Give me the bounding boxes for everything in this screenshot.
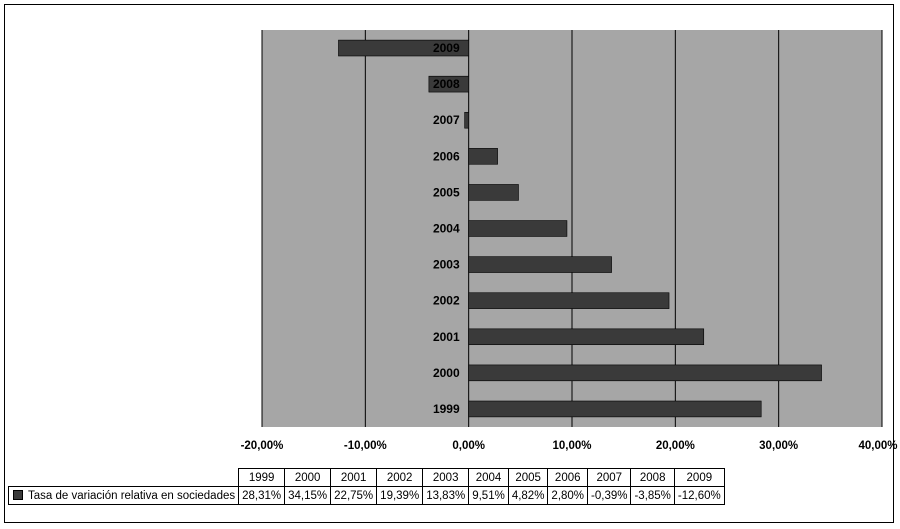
- x-axis-tick-labels: -20,00% -10,00% 0,00% 10,00% 20,00% 30,00% 40,…: [241, 440, 898, 452]
- table-year-cell: 2006: [547, 468, 589, 487]
- table-year-cell: 2008: [630, 468, 675, 487]
- bar-2001: [468, 328, 705, 346]
- table-value-cell: -3,85%: [630, 486, 675, 505]
- legend-key: [13, 489, 23, 500]
- table-year-cell: 2003: [422, 468, 470, 487]
- bar-2005: [468, 184, 519, 201]
- category-label: 2006: [433, 149, 460, 163]
- category-label: 2009: [433, 41, 460, 55]
- table-value-cell: -0,39%: [587, 486, 632, 505]
- table-value-cell: -12,60%: [673, 486, 725, 505]
- category-label: 2004: [433, 222, 460, 236]
- table-value-cell: 13,83%: [422, 486, 470, 505]
- category-labels: 1999 2000 2001 2002 2003 2004 2005 2006 2007 2008…: [433, 41, 460, 416]
- table-value-cell: 2,80%: [547, 486, 589, 505]
- table-value-cell: 34,15%: [284, 486, 332, 505]
- table-value-cell: 19,39%: [376, 486, 424, 505]
- bar-2009: [338, 39, 469, 57]
- bar-2000: [468, 364, 822, 382]
- data-table: 1999 2000 2001 2002 2003 2004 2005 2006 2007 2008…: [7, 468, 725, 505]
- x-tick-label: -20,00%: [241, 440, 284, 452]
- bar-2007: [464, 111, 469, 129]
- table-value-cell: 4,82%: [507, 486, 549, 505]
- table-year-cell: 1999: [238, 468, 286, 487]
- table-year-cell: 2000: [284, 468, 332, 487]
- category-label: 2002: [433, 294, 460, 308]
- table-year-cell: 2002: [376, 468, 424, 487]
- x-tick-label: 30,00%: [759, 440, 798, 452]
- table-year-cell: 2007: [587, 468, 632, 487]
- table-year-cell: 2004: [468, 468, 509, 487]
- x-tick-label: 0,00%: [452, 440, 485, 452]
- category-label: 2005: [433, 185, 460, 199]
- bars: [338, 39, 822, 418]
- bar-1999: [468, 400, 762, 418]
- bar-2006: [468, 148, 498, 165]
- x-tick-label: 40,00%: [858, 440, 897, 452]
- series-legend-cell: Tasa de variación relativa en sociedades: [7, 486, 240, 505]
- table-value-cell: 28,31%: [238, 486, 286, 505]
- x-tick-label: -10,00%: [344, 440, 387, 452]
- table-year-cell: 2001: [330, 468, 378, 487]
- series-name: Tasa de variación relativa en sociedades: [28, 489, 236, 502]
- bar-chart: 1999 2000 2001 2002 2003 2004 2005 2006 2007 2008…: [241, 30, 898, 452]
- bar-2002: [468, 292, 670, 309]
- bar-2008: [428, 75, 469, 93]
- category-label: 2003: [433, 258, 460, 272]
- data-table-header-row: 1999 2000 2001 2002 2003 2004 2005 2006 2007 2008…: [9, 468, 725, 487]
- category-label: 2001: [433, 330, 460, 344]
- category-label: 2000: [433, 366, 460, 380]
- bar-2003: [468, 256, 612, 273]
- category-label: 2007: [433, 113, 460, 127]
- table-value-cell: 22,75%: [330, 486, 378, 505]
- data-table-value-row: Tasa de variación relativa en sociedades…: [7, 486, 725, 505]
- x-tick-label: 20,00%: [656, 440, 695, 452]
- x-tick-label: 10,00%: [552, 440, 591, 452]
- table-year-cell: 2005: [507, 468, 549, 487]
- category-label: 2008: [433, 77, 460, 91]
- category-label: 1999: [433, 402, 460, 416]
- table-year-cell: 2009: [673, 468, 725, 487]
- table-value-cell: 9,51%: [468, 486, 509, 505]
- bar-2004: [468, 220, 568, 237]
